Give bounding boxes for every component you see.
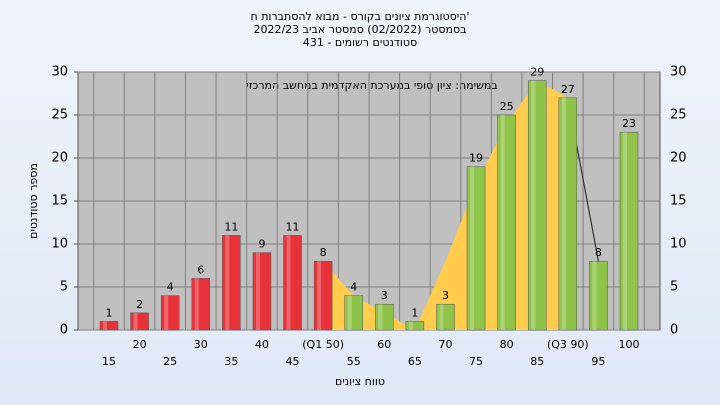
x-tick-label: 100 <box>619 338 640 351</box>
value-label: 6 <box>197 263 204 276</box>
bar <box>375 303 394 331</box>
value-label: 4 <box>350 281 357 294</box>
bar-highlight <box>623 132 627 330</box>
y-tick-label: 20 <box>51 151 68 166</box>
bar-highlight <box>378 304 383 330</box>
value-label: 11 <box>224 220 238 233</box>
value-label: 11 <box>286 220 300 233</box>
x-tick-label: 35 <box>224 355 238 368</box>
y-tick-label: 25 <box>51 108 68 123</box>
x-tick-label: 65 <box>408 355 422 368</box>
x-axis-label: טווח ציונים <box>335 375 385 388</box>
bar <box>191 278 211 331</box>
bar <box>283 235 302 331</box>
value-label: 25 <box>500 100 514 113</box>
x-tick-label: 30 <box>194 338 208 351</box>
bar <box>436 303 455 331</box>
y-tick-label: 5 <box>670 280 678 295</box>
value-label: 3 <box>381 289 388 302</box>
value-label: 8 <box>320 246 327 259</box>
value-label: 29 <box>530 66 544 79</box>
bar-highlight <box>317 261 322 330</box>
x-tick-label: 60 <box>377 338 391 351</box>
bar <box>344 295 363 331</box>
y-tick-label: 0 <box>60 323 68 338</box>
bar-highlight <box>561 97 566 330</box>
x-tick-label: 55 <box>347 355 361 368</box>
bar <box>619 131 639 331</box>
x-tick-label: 40 <box>255 338 269 351</box>
bar-highlight <box>470 166 475 330</box>
y-tick-label: 15 <box>670 194 687 209</box>
y-tick-label: 10 <box>51 237 68 252</box>
x-tick-label: 75 <box>469 355 483 368</box>
bar-highlight <box>194 278 199 330</box>
chart-subtitle: בסמסטר (02/2022) סמסטר אביב 2022/23 <box>253 23 466 36</box>
bar-highlight <box>103 321 107 330</box>
y-axis-label: מספר סטודנטים <box>27 163 40 239</box>
annotation: במשימה: ציון סופי במערכת האקדמית במחשב ה… <box>246 79 497 92</box>
y-tick-label: 0 <box>670 323 678 338</box>
y-tick-label: 30 <box>51 65 68 80</box>
bar-highlight <box>531 80 536 330</box>
bar-highlight <box>133 312 138 330</box>
x-tick-label: 95 <box>591 355 605 368</box>
value-label: 2 <box>136 298 143 311</box>
value-label: 19 <box>469 152 483 165</box>
x-tick-label: 20 <box>133 338 147 351</box>
value-label: 3 <box>442 289 449 302</box>
value-label: 23 <box>622 117 636 130</box>
value-label: 8 <box>595 246 602 259</box>
y-tick-label: 10 <box>670 237 687 252</box>
x-tick-label: (Q1 50) <box>302 338 344 351</box>
bar <box>252 252 272 331</box>
value-label: 27 <box>561 83 575 96</box>
bar <box>589 260 608 331</box>
x-tick-label: 80 <box>500 338 514 351</box>
y-tick-label: 30 <box>670 65 687 80</box>
y-tick-label: 25 <box>670 108 687 123</box>
bar-highlight <box>347 295 352 330</box>
x-tick-label: 85 <box>530 355 544 368</box>
bar <box>130 312 149 331</box>
chart-subtitle: 431 - סטודנטים רשומים <box>303 36 417 49</box>
bar <box>313 260 333 331</box>
x-tick-label: 45 <box>286 355 300 368</box>
value-label: 1 <box>106 306 113 319</box>
bar-highlight <box>500 115 505 330</box>
value-label: 1 <box>411 306 418 319</box>
bar-highlight <box>439 304 444 330</box>
bar <box>99 321 119 331</box>
bar-highlight <box>592 261 597 330</box>
value-label: 4 <box>167 281 174 294</box>
x-tick-label: 15 <box>102 355 116 368</box>
bar-highlight <box>286 235 291 330</box>
y-tick-label: 15 <box>51 194 68 209</box>
x-tick-label: (Q3 90) <box>547 338 589 351</box>
bar-highlight <box>408 321 413 330</box>
x-tick-label: 70 <box>438 338 452 351</box>
value-label: 9 <box>258 238 265 251</box>
y-tick-label: 20 <box>670 151 687 166</box>
bar <box>558 97 578 331</box>
chart-title: היסטוגרמת ציונים בקורס - מבוא להסתברות ח… <box>251 10 470 23</box>
bar <box>160 295 180 331</box>
bar <box>222 235 241 331</box>
bar <box>497 114 516 331</box>
y-tick-label: 5 <box>60 280 68 295</box>
x-tick-label: 25 <box>163 355 177 368</box>
bar <box>405 321 425 331</box>
bar-highlight <box>164 295 169 330</box>
bar-highlight <box>225 235 230 330</box>
bar <box>466 166 486 331</box>
bar-highlight <box>255 252 260 330</box>
bar <box>527 80 547 331</box>
